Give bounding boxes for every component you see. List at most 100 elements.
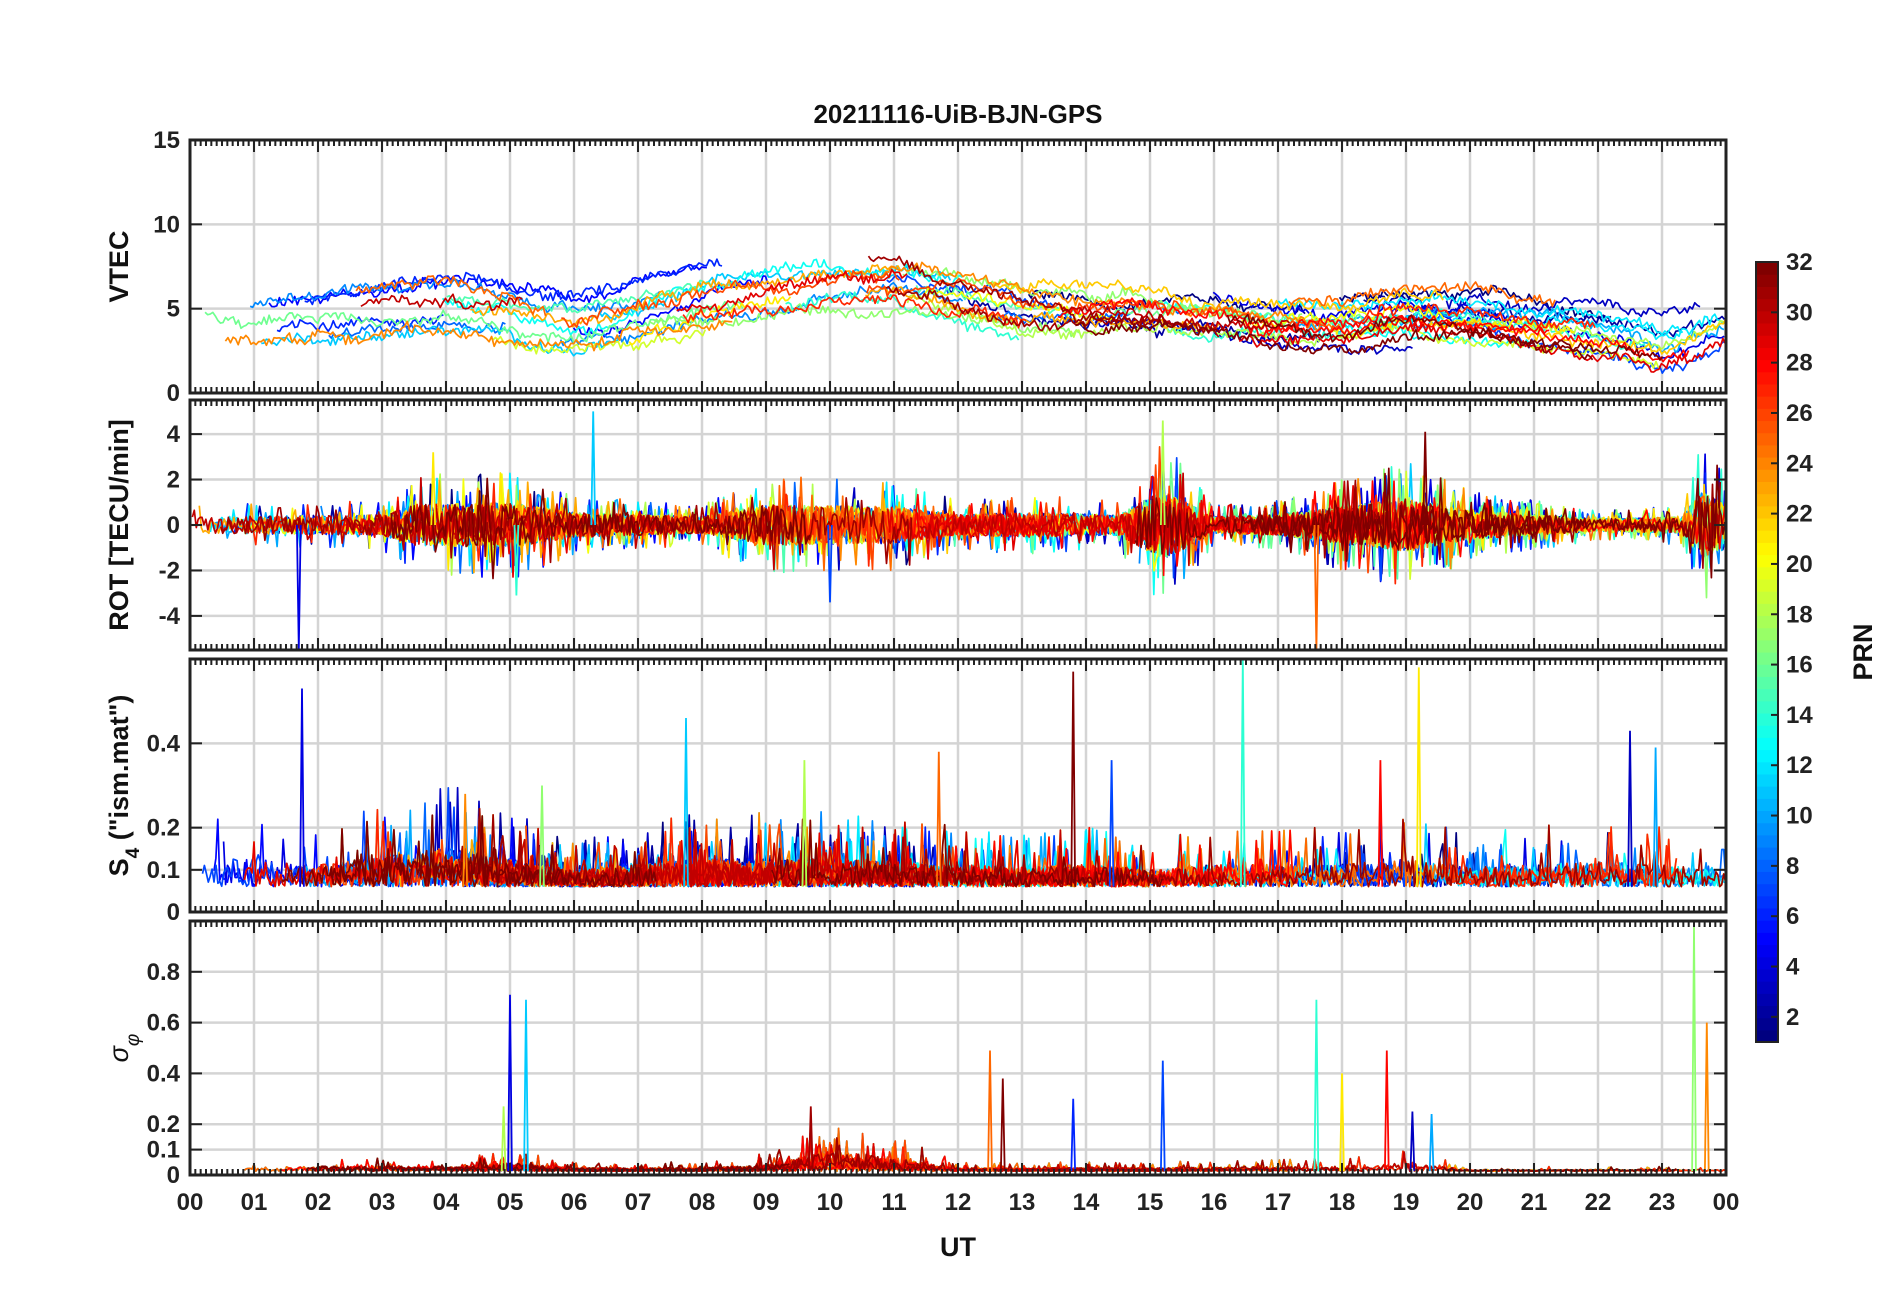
- colorbar-label: PRN: [1848, 623, 1878, 680]
- colorbar-tick-label: 18: [1786, 601, 1813, 628]
- series-line-prn-7: [886, 274, 1054, 308]
- spike-mark: [1377, 760, 1384, 887]
- colorbar-band: [1756, 493, 1778, 507]
- y-tick-label: 0: [167, 512, 180, 539]
- colorbar-band: [1756, 359, 1778, 373]
- y-tick-label: -2: [159, 557, 180, 584]
- spike-mark: [1160, 420, 1166, 526]
- x-tick-label: 10: [817, 1189, 844, 1216]
- series-line-prn-32: [771, 818, 1164, 888]
- spike-mark: [500, 1106, 507, 1172]
- y-tick-label: 0.1: [147, 1137, 180, 1164]
- series-line-prn-11: [261, 325, 621, 357]
- spike-mark: [1416, 667, 1422, 887]
- colorbar-tick-label: 6: [1786, 903, 1799, 930]
- y-axis-label: ROT [TECU/min]: [104, 419, 134, 630]
- colorbar-band: [1756, 371, 1778, 385]
- y-tick-label: 15: [153, 127, 180, 154]
- y-tick-label: -4: [159, 603, 181, 630]
- colorbar-band: [1756, 725, 1778, 738]
- colorbar-band: [1756, 481, 1778, 495]
- spike-mark: [801, 760, 808, 887]
- colorbar-band: [1756, 761, 1778, 775]
- colorbar-band: [1756, 993, 1778, 1007]
- y-tick-label: 0.2: [147, 1111, 180, 1138]
- x-tick-label: 19: [1393, 1189, 1420, 1216]
- spike-mark: [513, 524, 520, 596]
- series-line-prn-1: [1338, 284, 1612, 320]
- series-line-prn-19: [492, 329, 707, 355]
- colorbar-band: [1756, 262, 1778, 275]
- colorbar-band: [1756, 566, 1778, 580]
- colorbar-band: [1756, 383, 1778, 397]
- series-line-prn-30: [919, 472, 1359, 567]
- colorbar-tick-label: 10: [1786, 803, 1813, 830]
- colorbar-band: [1756, 895, 1778, 909]
- colorbar-band: [1756, 554, 1778, 568]
- spike-mark: [296, 524, 302, 650]
- colorbar-band: [1756, 798, 1778, 812]
- colorbar-band: [1756, 615, 1778, 629]
- spike-mark: [430, 452, 436, 526]
- ticks: 0 0.1 0.2 0.4: [147, 659, 1727, 926]
- colorbar-band: [1756, 420, 1778, 434]
- colorbar-band: [1756, 847, 1778, 860]
- spike-mark: [1313, 999, 1320, 1172]
- x-tick-label: 14: [1073, 1189, 1100, 1216]
- y-axis-label: VTEC: [104, 230, 134, 302]
- colorbar-band: [1756, 1005, 1778, 1019]
- grid: [190, 921, 1726, 1175]
- y-axis-label-main: S: [104, 858, 134, 876]
- colorbar-band: [1756, 627, 1778, 641]
- spike-mark: [808, 1106, 814, 1172]
- colorbar-tick-label: 14: [1786, 702, 1813, 729]
- colorbar-band: [1756, 432, 1778, 446]
- spike-mark: [590, 411, 596, 526]
- colorbar-band: [1756, 444, 1778, 458]
- series-line-prn-6: [304, 258, 723, 306]
- x-tick-label: 02: [305, 1189, 332, 1216]
- colorbar-band: [1756, 603, 1778, 617]
- x-axis-label: UT: [940, 1232, 976, 1262]
- spike-mark: [299, 688, 305, 887]
- x-tick-label: 15: [1137, 1189, 1164, 1216]
- spike-mark: [683, 717, 689, 887]
- spike-mark: [1160, 1060, 1166, 1172]
- colorbar-band: [1756, 1029, 1778, 1043]
- colorbar-band: [1756, 542, 1778, 556]
- series-line-prn-21: [1335, 315, 1575, 340]
- colorbar-tick-label: 12: [1786, 752, 1813, 779]
- series-line-prn-32: [390, 477, 811, 580]
- y-tick-label: 0: [167, 899, 180, 926]
- colorbar-band: [1756, 712, 1778, 726]
- spike-mark: [462, 793, 468, 887]
- series-line-prn-31: [885, 285, 1220, 338]
- series-group: [204, 255, 1726, 374]
- x-tick-label: 06: [561, 1189, 588, 1216]
- x-tick-label: 11: [881, 1189, 906, 1216]
- series-line-prn-3: [1445, 293, 1701, 318]
- colorbar-band: [1756, 664, 1778, 677]
- colorbar-band: [1756, 859, 1778, 872]
- colorbar-band: [1756, 517, 1778, 531]
- colorbar-band: [1756, 505, 1778, 519]
- spike-mark: [1652, 747, 1659, 887]
- colorbar-band: [1756, 981, 1778, 994]
- spike-mark: [1000, 1078, 1006, 1172]
- series-line-prn-21: [628, 296, 792, 346]
- series-line-prn-27: [1349, 302, 1596, 329]
- ticks: 00.10.2 0.4 0.6 0.8: [147, 921, 1727, 1189]
- x-tick-label: 07: [625, 1189, 652, 1216]
- y-axis-label: σφ: [104, 1034, 144, 1063]
- colorbar-band: [1756, 810, 1778, 824]
- series-line-prn-32: [281, 844, 657, 888]
- y-tick-label: 0.1: [147, 857, 180, 884]
- colorbar-band: [1756, 883, 1778, 897]
- series-line-prn-30: [360, 293, 523, 311]
- x-axis: 00 01 02 03 04 05 06 07 08 09 10 11 12 13 14 15 16 17 18 19…: [177, 1189, 1740, 1216]
- colorbar-band: [1756, 676, 1778, 690]
- colorbar-band: [1756, 786, 1778, 799]
- colorbar-band: [1756, 968, 1778, 982]
- colorbar-tick-label: 8: [1786, 853, 1799, 880]
